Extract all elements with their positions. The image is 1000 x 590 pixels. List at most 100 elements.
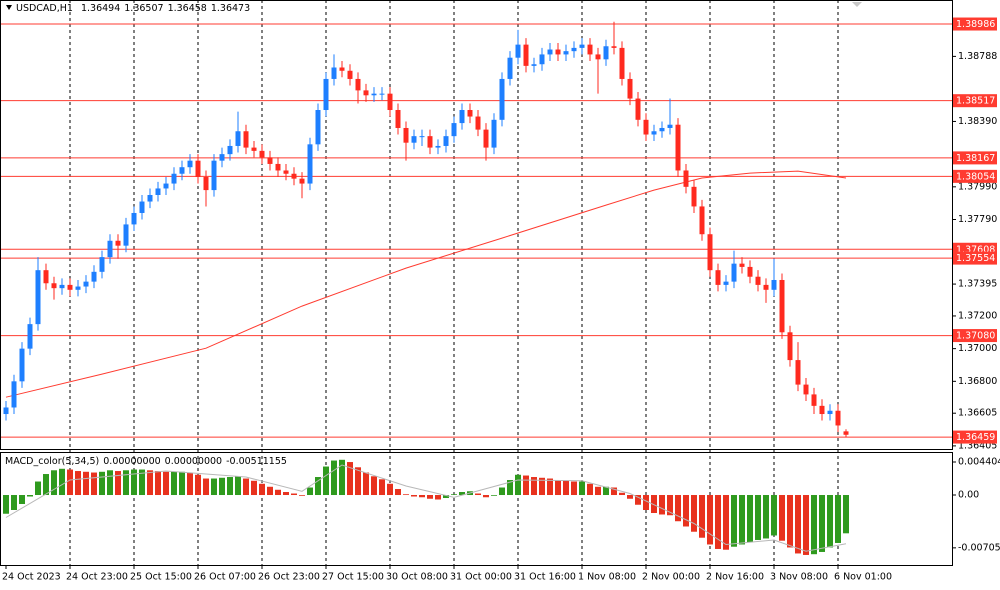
candle-body [331,67,337,79]
macd-bar [547,478,553,496]
candle-body [107,240,113,258]
header-value: 1.36458 [168,3,207,14]
candle-body [75,286,81,290]
candle-body [547,49,553,55]
candle-body [779,279,785,333]
macd-bar [459,492,465,496]
macd-bar [163,471,169,496]
menu-arrow[interactable] [6,5,12,10]
candle-body [571,47,577,52]
macd-bar [571,481,577,496]
macd-bar [275,489,281,496]
candle-body [307,144,313,184]
level-label-box [953,329,997,343]
macd-bar [83,471,89,496]
macd-bar [251,480,257,496]
macd-bar [803,495,809,555]
macd-bar [507,480,513,496]
x-tick-label: 26 Oct 23:00 [258,572,320,583]
macd-tick-label: 0.0044049 [958,457,1000,468]
macd-bar [427,495,433,499]
candle-body [483,129,489,148]
candle-body [475,116,481,130]
macd-bar [587,483,593,496]
macd-bar [707,495,713,545]
marks-layer [3,21,849,555]
macd-bar [219,477,225,496]
level-label-box [953,169,997,183]
candle-body [299,178,305,184]
candle-body [563,51,569,55]
header-value: 1.36494 [81,3,120,14]
header-value: 1.36473 [211,3,250,14]
macd-bar [155,471,161,496]
candle-body [747,266,753,277]
candle-body [667,124,673,128]
macd-bar [755,495,761,540]
macd-bar [627,495,633,499]
candle-body [683,170,689,187]
candle-body [243,131,249,148]
candle-body [451,123,457,137]
macd-bar [731,495,737,547]
candle-body [219,154,225,161]
candle-body [283,170,289,174]
macd-bar [91,472,97,496]
candle-body [235,131,241,146]
moving-average [5,170,847,398]
level-label: 1.38054 [956,171,995,182]
scroll-marker[interactable] [852,2,862,7]
candle-body [211,160,217,191]
candle-body [123,224,129,246]
macd-bar [43,474,49,496]
candle-body [315,110,321,145]
macd-bar [371,476,377,496]
macd-bar [819,495,825,552]
candle-body [227,145,233,155]
candle-body [171,173,177,184]
candle-body [699,206,705,235]
candle-body [27,324,33,349]
macd-bar [27,495,33,497]
macd-bar [843,495,849,534]
candle-body [739,263,745,267]
macd-bar [619,492,625,496]
level-label: 1.37554 [956,253,995,264]
candle-body [179,167,185,174]
candle-body [731,263,737,282]
y-tick-label: 1.36800 [958,376,997,387]
x-tick-label: 24 Oct 2023 [2,572,61,583]
macd-bar [491,495,497,496]
candle-body [339,67,345,71]
indicator-value: 0.00000000 [165,456,222,467]
macd-bar [179,471,185,496]
x-tick-label: 27 Oct 15:00 [322,572,384,583]
macd-bar [283,492,289,496]
candle-body [827,410,833,415]
macd-bar [19,495,25,505]
macd-bar [787,495,793,548]
macd-bar [683,495,689,527]
macd-bar [107,470,113,496]
candle-body [835,410,841,426]
macd-bar [267,486,273,496]
candle-body [555,49,561,55]
candle-body [803,384,809,395]
macd-bar [515,474,521,496]
macd-bar [811,495,817,555]
macd-bar [579,481,585,496]
macd-bar [187,472,193,496]
macd-bar [699,495,705,538]
candle-body [43,270,49,284]
macd-bar [299,495,305,496]
macd-bar [67,469,73,496]
candle-body [467,110,473,117]
candle-body [675,124,681,171]
macd-bar [235,476,241,496]
candle-body [843,431,849,435]
y-tick-label: 1.38788 [958,51,997,62]
candle-body [291,173,297,179]
candle-body [387,93,393,111]
macd-bar [483,495,489,498]
candle-body [651,131,657,135]
